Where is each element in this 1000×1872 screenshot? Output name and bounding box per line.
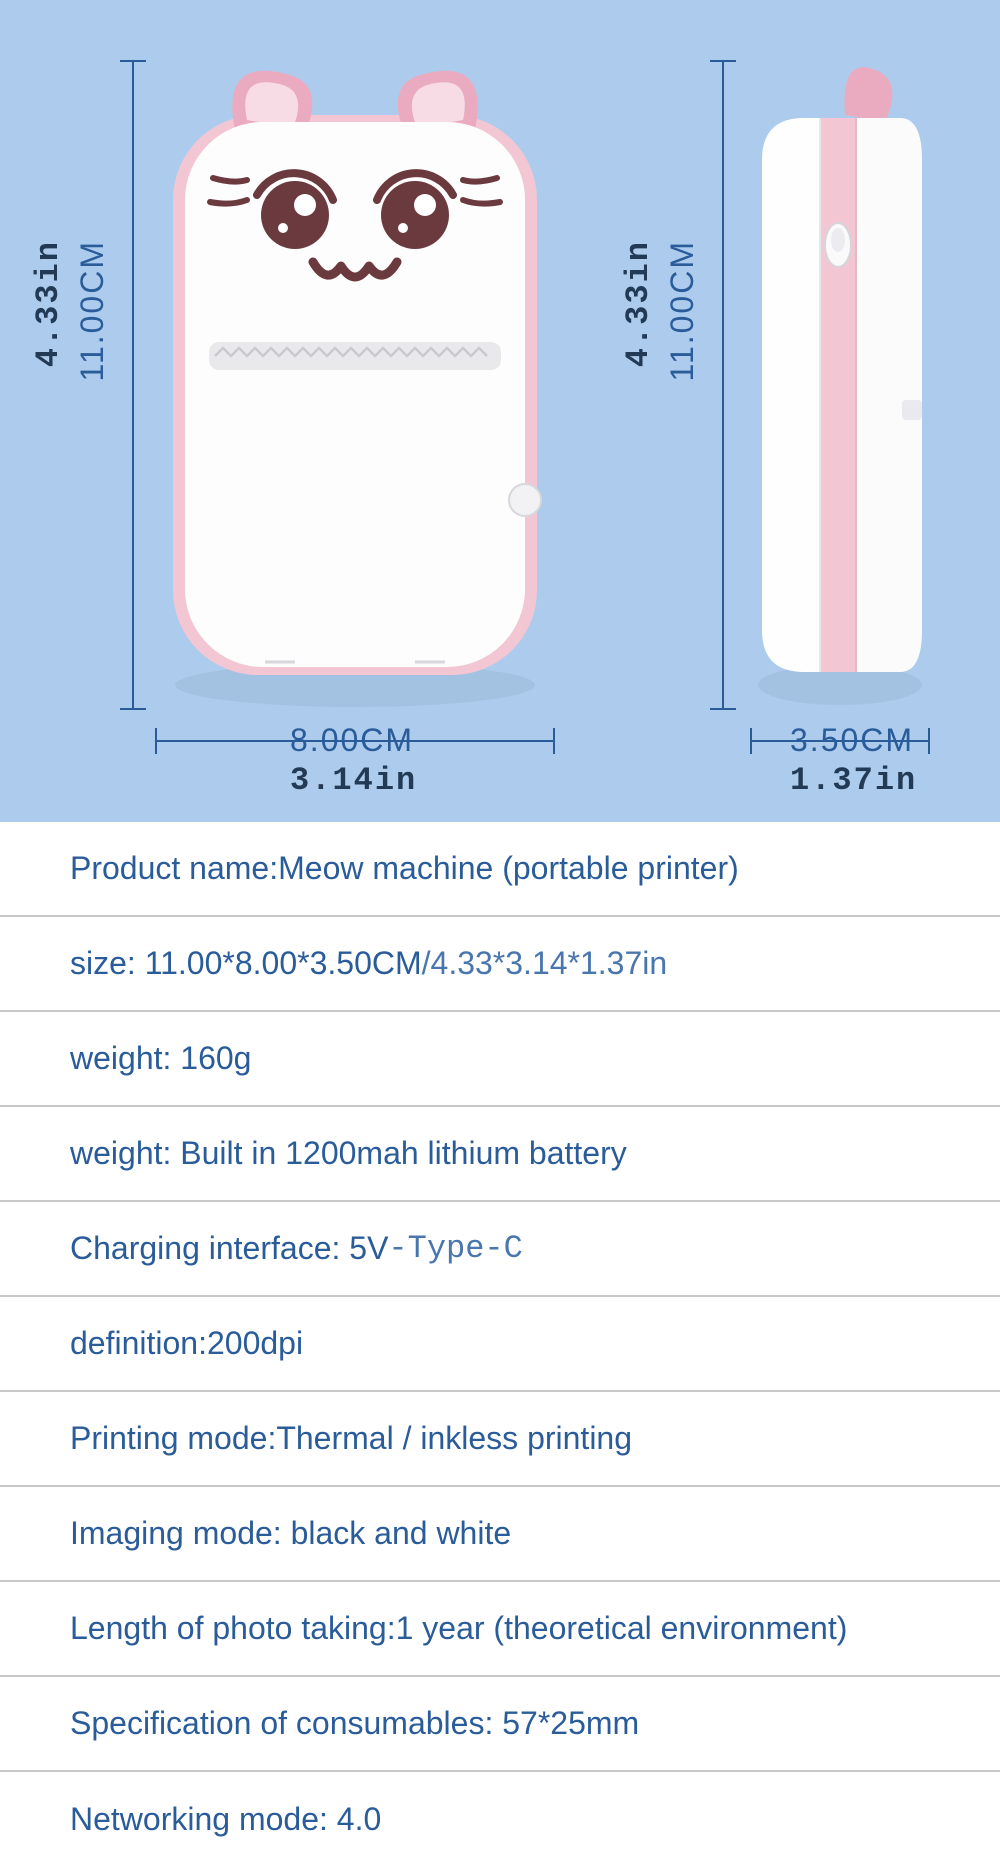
spec-row: weight: 160g [0, 1012, 1000, 1107]
dim-side-width-in: 1.37in [790, 762, 917, 799]
dim-side-width-cm: 3.50CM [790, 722, 914, 759]
spec-label: Networking mode: [70, 1801, 337, 1838]
spec-label: Length of photo taking: [70, 1610, 396, 1647]
spec-label: weight: [70, 1040, 180, 1077]
dim-front-height-cm: 11.00CM [74, 240, 111, 381]
spec-label: Specification of consumables: [70, 1705, 502, 1742]
device-side-illustration [750, 60, 930, 710]
spec-value: 57*25mm [502, 1705, 639, 1742]
spec-value: 200dpi [207, 1325, 303, 1362]
spec-value: Meow machine (portable printer) [278, 850, 739, 887]
dim-line-front-height [132, 60, 134, 710]
spec-label: Charging interface: [70, 1230, 349, 1267]
spec-value: 4.0 [337, 1801, 381, 1838]
spec-row: Printing mode: Thermal / inkless printin… [0, 1392, 1000, 1487]
spec-value-secondary: -Type-C [388, 1230, 522, 1267]
spec-value: black and white [291, 1515, 512, 1552]
spec-row: size: 11.00*8.00*3.50CM /4.33*3.14*1.37i… [0, 917, 1000, 1012]
dim-front-width-in: 3.14in [290, 762, 417, 799]
spec-row: Networking mode: 4.0 [0, 1772, 1000, 1867]
dim-front-height-in: 4.33in [30, 240, 67, 367]
spec-value: Thermal / inkless printing [276, 1420, 632, 1457]
spec-value: 1 year (theoretical environment) [396, 1610, 848, 1647]
dim-side-height-in: 4.33in [620, 240, 657, 367]
device-front-illustration [155, 60, 555, 710]
spec-label: Imaging mode: [70, 1515, 291, 1552]
dimension-diagram: 4.33in 11.00CM 8.00CM 3.14in 4.33in 11.0… [0, 0, 1000, 822]
spec-value-secondary: /4.33*3.14*1.37in [422, 945, 668, 982]
spec-table: Product name: Meow machine (portable pri… [0, 822, 1000, 1867]
dim-line-side-height [722, 60, 724, 710]
spec-row: Imaging mode: black and white [0, 1487, 1000, 1582]
spec-row: definition: 200dpi [0, 1297, 1000, 1392]
dim-front-width-cm: 8.00CM [290, 722, 414, 759]
spec-row: Length of photo taking: 1 year (theoreti… [0, 1582, 1000, 1677]
spec-label: definition: [70, 1325, 207, 1362]
spec-row: Specification of consumables: 57*25mm [0, 1677, 1000, 1772]
spec-value: 11.00*8.00*3.50CM [145, 945, 422, 982]
spec-row: Charging interface: 5V -Type-C [0, 1202, 1000, 1297]
spec-label: weight: [70, 1135, 180, 1172]
spec-row: weight: Built in 1200mah lithium battery [0, 1107, 1000, 1202]
spec-value: Built in 1200mah lithium battery [180, 1135, 626, 1172]
spec-label: Printing mode: [70, 1420, 276, 1457]
spec-row: Product name: Meow machine (portable pri… [0, 822, 1000, 917]
spec-value: 160g [180, 1040, 251, 1077]
dim-side-height-cm: 11.00CM [664, 240, 701, 381]
spec-label: size: [70, 945, 145, 982]
spec-label: Product name: [70, 850, 278, 887]
spec-value: 5V [349, 1230, 388, 1267]
